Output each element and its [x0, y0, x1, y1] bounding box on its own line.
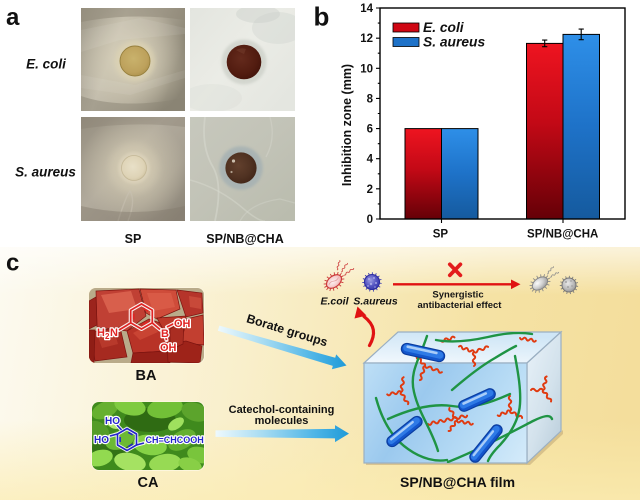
svg-text:Inhibition zone (mm): Inhibition zone (mm) [340, 64, 354, 186]
svg-text:S. aureus: S. aureus [423, 35, 485, 50]
svg-text:B: B [161, 328, 169, 340]
svg-text:0: 0 [367, 214, 373, 226]
svg-text:N: N [110, 327, 118, 339]
svg-text:OH: OH [160, 342, 177, 354]
svg-text:2: 2 [367, 184, 373, 196]
svg-text:b: b [314, 2, 330, 32]
svg-text:c: c [6, 250, 19, 277]
svg-text:antibacterial effect: antibacterial effect [418, 300, 503, 311]
svg-text:E.coil: E.coil [320, 296, 349, 308]
svg-text:Synergistic: Synergistic [432, 290, 483, 301]
svg-text:S. aureus: S. aureus [15, 165, 76, 180]
svg-text:HO: HO [105, 416, 120, 427]
svg-text:OH: OH [174, 318, 191, 330]
svg-text:SP/NB@CHA: SP/NB@CHA [206, 232, 283, 246]
svg-text:CA: CA [138, 475, 159, 491]
svg-text:molecules: molecules [255, 415, 309, 427]
svg-text:a: a [6, 4, 20, 31]
svg-text:SP/NB@CHA film: SP/NB@CHA film [400, 474, 515, 490]
svg-text:CH=CHCOOH: CH=CHCOOH [146, 435, 204, 445]
svg-text:BA: BA [136, 368, 157, 384]
svg-text:4: 4 [367, 154, 374, 166]
svg-text:6: 6 [367, 124, 373, 136]
svg-text:14: 14 [360, 3, 373, 15]
svg-text:10: 10 [360, 63, 373, 75]
svg-text:SP: SP [125, 232, 142, 246]
svg-text:SP: SP [433, 229, 449, 241]
svg-text:HO: HO [94, 435, 109, 446]
svg-text:SP/NB@CHA: SP/NB@CHA [527, 229, 598, 241]
svg-text:E. coli: E. coli [423, 20, 465, 35]
svg-text:Catechol-containing: Catechol-containing [229, 404, 335, 416]
svg-text:S.aureus: S.aureus [353, 296, 398, 308]
svg-text:2: 2 [105, 332, 110, 341]
svg-text:E. coli: E. coli [26, 57, 66, 72]
svg-text:8: 8 [367, 93, 374, 105]
svg-text:H: H [97, 327, 105, 339]
svg-text:12: 12 [360, 33, 373, 45]
